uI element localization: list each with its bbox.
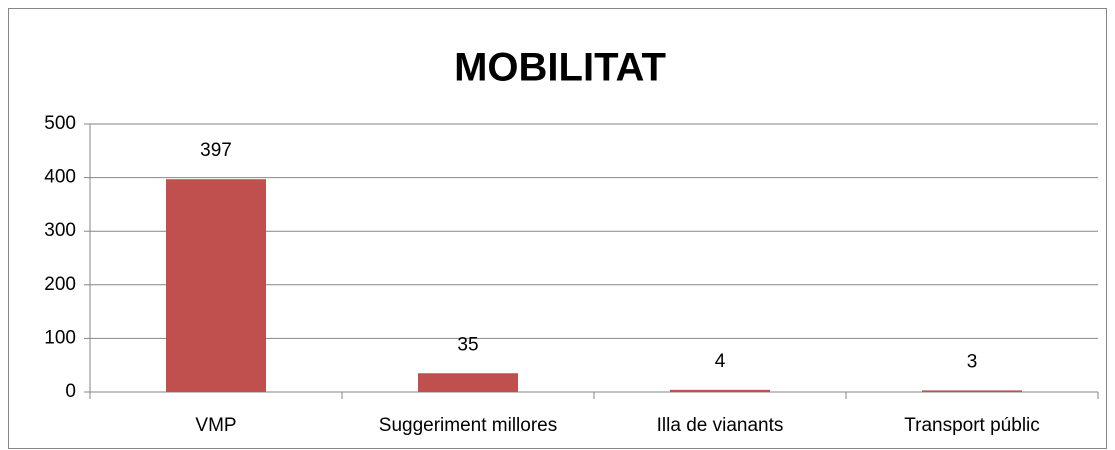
data-label: 397 (200, 140, 232, 161)
bar (922, 390, 1022, 392)
data-label: 3 (967, 351, 978, 372)
x-tick-label: VMP (195, 415, 236, 436)
chart-title: MOBILITAT (454, 46, 666, 90)
y-tick-label: 100 (44, 327, 76, 348)
bar (670, 389, 770, 392)
bar (166, 179, 266, 392)
y-tick-label: 500 (44, 113, 76, 134)
y-tick-label: 200 (44, 274, 76, 295)
data-label: 4 (715, 351, 726, 372)
bar (418, 373, 518, 392)
x-tick-label: Suggeriment millores (379, 415, 557, 436)
x-tick-label: Illa de vianants (657, 415, 784, 436)
y-tick-label: 400 (44, 167, 76, 188)
y-tick-label: 300 (44, 220, 76, 241)
x-tick-label: Transport públic (904, 415, 1040, 436)
data-label: 35 (457, 334, 478, 355)
y-tick-label: 0 (65, 381, 76, 402)
